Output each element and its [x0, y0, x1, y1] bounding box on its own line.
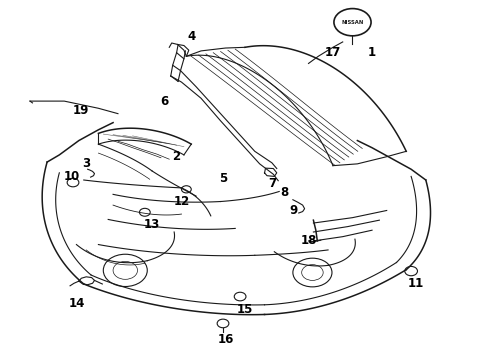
Text: 1: 1	[368, 46, 376, 59]
Text: 15: 15	[237, 303, 253, 316]
Text: 11: 11	[408, 278, 424, 291]
Text: 7: 7	[268, 177, 276, 190]
Text: 6: 6	[160, 95, 169, 108]
Text: 16: 16	[217, 333, 234, 346]
Text: 8: 8	[280, 186, 288, 199]
Text: 10: 10	[63, 170, 80, 183]
Text: 9: 9	[290, 204, 298, 217]
Text: 19: 19	[73, 104, 90, 117]
Text: 17: 17	[325, 46, 341, 59]
Text: 12: 12	[173, 195, 190, 208]
Text: 18: 18	[300, 234, 317, 247]
Text: 14: 14	[68, 297, 85, 310]
Text: 13: 13	[144, 218, 160, 231]
Text: 3: 3	[82, 157, 90, 170]
Text: 5: 5	[219, 172, 227, 185]
Text: 2: 2	[172, 150, 181, 163]
Text: 4: 4	[187, 30, 196, 43]
Text: NISSAN: NISSAN	[342, 20, 364, 25]
